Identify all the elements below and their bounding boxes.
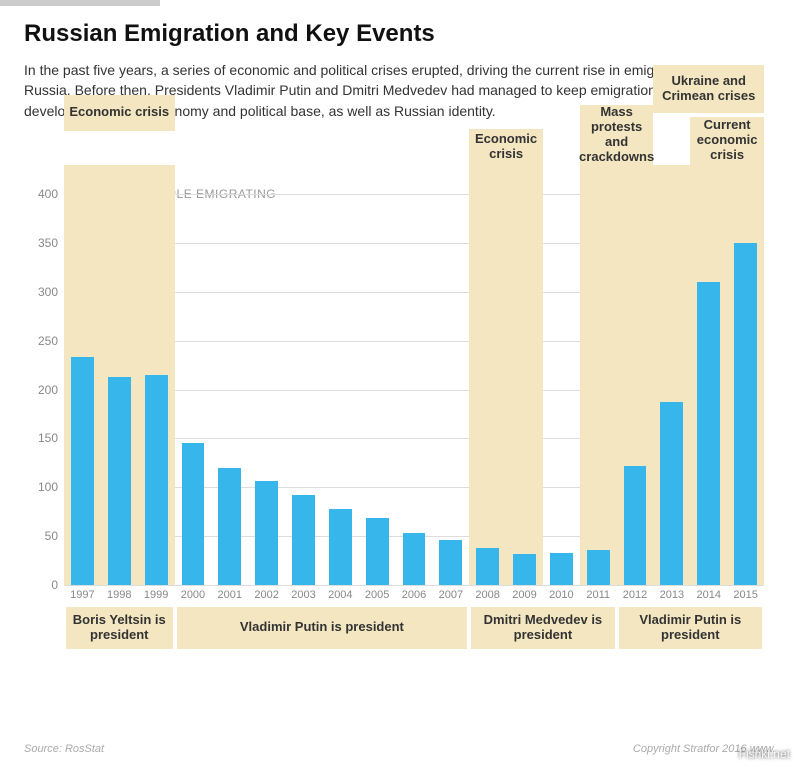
x-tick: 2006 [402,585,426,601]
president-box: Vladimir Putin is president [177,607,468,649]
bar [145,375,168,585]
president-row: Boris Yeltsin is presidentVladimir Putin… [64,607,764,649]
bar [71,357,94,585]
bar [292,495,315,585]
chart-footer: Source: RosStat Copyright Stratfor 2016 … [24,743,776,755]
x-tick: 2015 [733,585,757,601]
x-tick: 2011 [586,585,610,601]
x-tick: 2003 [291,585,315,601]
y-tick: 300 [38,285,64,299]
x-tick: 2005 [365,585,389,601]
page-title: Russian Emigration and Key Events [24,20,776,48]
event-label: Mass protests and crackdowns [580,105,654,165]
x-tick: 1997 [70,585,94,601]
y-tick: 50 [45,529,64,543]
bar [550,553,573,585]
source-text: Source: RosStat [24,743,104,755]
y-tick: 100 [38,480,64,494]
bar [513,554,536,585]
plot-area: THOUSAND PEOPLE EMIGRATING 0501001502002… [64,165,764,585]
bar [734,243,757,585]
x-tick: 2010 [549,585,573,601]
x-tick: 2013 [660,585,684,601]
bar [660,402,683,585]
bar [697,282,720,585]
bar [329,509,352,585]
bar [439,540,462,585]
x-tick: 2007 [439,585,463,601]
y-tick: 0 [51,578,64,592]
y-tick: 250 [38,334,64,348]
event-label: Economic crisis [64,95,175,131]
chart-container: THOUSAND PEOPLE EMIGRATING 0501001502002… [24,137,776,687]
bar [403,533,426,585]
y-tick: 150 [38,431,64,445]
event-label: Economic crisis [469,129,543,165]
watermark: Fishki.net [739,747,790,761]
x-tick: 2002 [254,585,278,601]
y-tick: 350 [38,236,64,250]
y-tick: 400 [38,187,64,201]
x-tick: 2008 [475,585,499,601]
y-tick: 200 [38,383,64,397]
president-box: Boris Yeltsin is president [66,607,173,649]
x-tick: 2009 [512,585,536,601]
president-box: Dmitri Medvedev is president [471,607,614,649]
bar [366,518,389,584]
event-label: Current economic crisis [690,117,764,165]
x-tick: 2004 [328,585,352,601]
x-tick: 2014 [696,585,720,601]
x-tick: 2012 [623,585,647,601]
bar [108,377,131,585]
bar [587,550,610,585]
x-tick: 2000 [181,585,205,601]
bar [624,466,647,585]
bar [182,443,205,585]
x-tick: 2001 [218,585,242,601]
top-accent-bar [0,0,160,6]
event-label: Ukraine and Crimean crises [653,65,764,113]
x-tick: 1999 [144,585,168,601]
x-tick: 1998 [107,585,131,601]
bar [255,481,278,585]
bar [476,548,499,585]
president-box: Vladimir Putin is president [619,607,762,649]
event-band [469,165,543,585]
bar [218,468,241,585]
